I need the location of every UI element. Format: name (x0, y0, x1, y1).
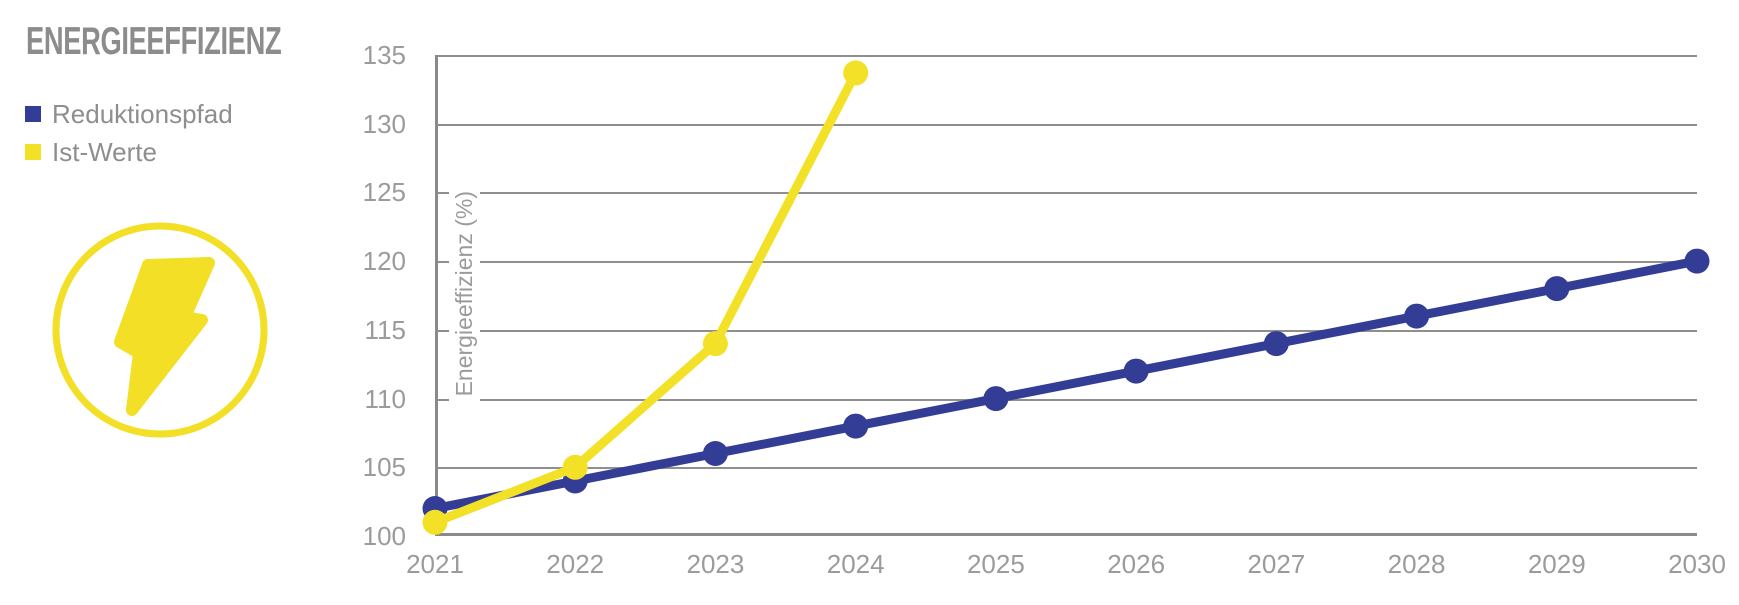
y-axis-tick-labels: 135 130 125 120 115 110 105 100 (330, 42, 420, 549)
legend-label-ist-werte: Ist-Werte (52, 136, 157, 167)
gridline-130 (435, 123, 1697, 126)
y-tick-120: 120 (362, 246, 406, 277)
x-tick-2025: 2025 (966, 549, 1025, 579)
x-tick-2023: 2023 (686, 549, 745, 579)
gridline-110 (435, 398, 1697, 401)
x-tick-2027: 2027 (1247, 549, 1306, 579)
y-tick-100: 100 (362, 521, 406, 551)
legend-swatch-ist-werte (25, 143, 41, 160)
y-tick-130: 130 (362, 108, 406, 139)
page-title: ENERGIEEFFIZIENZ (26, 20, 282, 63)
data-series-lines (422, 60, 1710, 535)
y-tick-105: 105 (362, 452, 406, 483)
gridline-120 (435, 261, 1697, 264)
y-tick-110: 110 (364, 383, 406, 414)
x-tick-2022: 2022 (546, 549, 605, 579)
x-tick-2021: 2021 (406, 549, 464, 579)
y-tick-115: 115 (364, 314, 406, 345)
y-tick-125: 125 (362, 177, 406, 208)
legend-item-ist-werte: Ist-Werte (25, 136, 233, 167)
x-tick-2030: 2030 (1668, 549, 1726, 579)
x-axis-tick-labels: 2021 2022 2023 2024 2025 2026 2027 2028 … (406, 549, 1726, 581)
lightning-icon (52, 222, 268, 438)
gridline-135 (435, 55, 1697, 57)
gridline-105 (435, 467, 1697, 470)
y-tick-135: 135 (362, 40, 406, 70)
legend-swatch-reduktionspfad (25, 106, 41, 123)
gridline-115 (435, 329, 1697, 332)
x-tick-2028: 2028 (1387, 549, 1446, 579)
gridline-125 (435, 192, 1697, 195)
line-chart-plot-area: Energieeffizienz (%) (422, 55, 1710, 536)
legend-label-reduktionspfad: Reduktionspfad (52, 99, 233, 129)
energy-lightning-icon (48, 218, 272, 442)
chart-legend: Reduktionspfad Ist-Werte (25, 100, 233, 166)
x-tick-2026: 2026 (1107, 549, 1166, 579)
x-tick-2029: 2029 (1527, 549, 1586, 579)
y-axis-line (435, 55, 438, 536)
gridline-100-baseline (435, 533, 1697, 536)
x-tick-2024: 2024 (826, 549, 885, 579)
legend-item-reduktionspfad: Reduktionspfad (25, 100, 233, 129)
